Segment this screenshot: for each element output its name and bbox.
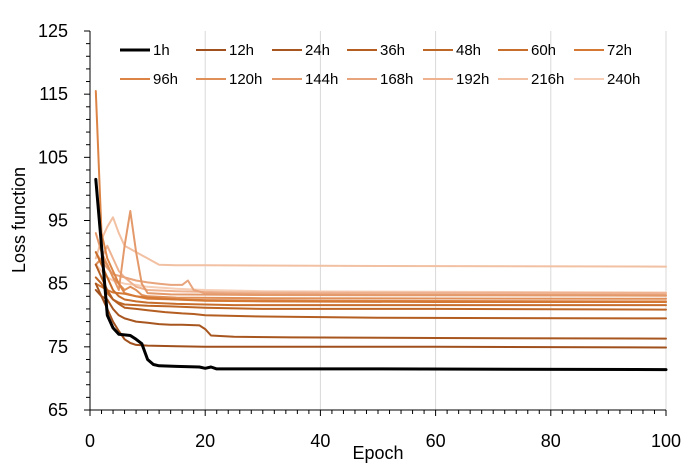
y-tick-label: 105 bbox=[38, 147, 68, 167]
y-tick-label: 125 bbox=[38, 21, 68, 41]
axes bbox=[84, 30, 667, 416]
series-line-96h bbox=[94, 90, 667, 303]
legend-label-12h: 12h bbox=[229, 42, 254, 59]
legend-label-144h: 144h bbox=[305, 71, 338, 88]
y-tick-label: 75 bbox=[48, 337, 68, 357]
y-tick-label: 65 bbox=[48, 400, 68, 420]
series-line-240h bbox=[94, 263, 667, 294]
x-tick-label: 0 bbox=[85, 431, 95, 451]
series-line-48h bbox=[94, 276, 667, 311]
y-tick-label: 95 bbox=[48, 211, 68, 231]
legend-label-72h: 72h bbox=[607, 42, 632, 59]
legend-label-120h: 120h bbox=[229, 71, 262, 88]
series-line-60h bbox=[94, 251, 667, 307]
y-tick-label: 85 bbox=[48, 274, 68, 294]
series-line-120h bbox=[94, 257, 667, 300]
series-line-36h bbox=[94, 263, 667, 320]
series-line-1h bbox=[94, 177, 668, 372]
series-line-192h bbox=[94, 244, 667, 295]
series-line-24h bbox=[94, 282, 667, 340]
tick-labels: 65 75 85 95 105 115 125 0 20 40 60 80 100 bbox=[38, 21, 681, 451]
legend-label-24h: 24h bbox=[305, 42, 330, 59]
legend-label-240h: 240h bbox=[607, 71, 640, 88]
x-axis-title: Epoch bbox=[352, 443, 403, 463]
series-line-216h bbox=[94, 216, 667, 268]
grid-lines bbox=[204, 31, 667, 410]
x-tick-label: 100 bbox=[651, 431, 681, 451]
legend-label-1h: 1h bbox=[153, 42, 170, 59]
legend-label-60h: 60h bbox=[531, 42, 556, 59]
y-tick-label: 115 bbox=[39, 84, 68, 104]
x-tick-label: 20 bbox=[195, 431, 215, 451]
legend-label-96h: 96h bbox=[153, 71, 178, 88]
x-tick-label: 60 bbox=[426, 431, 446, 451]
legend-label-192h: 192h bbox=[456, 71, 489, 88]
legend-label-168h: 168h bbox=[380, 71, 413, 88]
series-lines bbox=[94, 90, 668, 372]
legend-label-36h: 36h bbox=[380, 42, 405, 59]
legend: 1h 12h 24h 36h 48h 60h 72h 96h 120h 144h 168h 192h 2… bbox=[120, 42, 640, 88]
legend-label-216h: 216h bbox=[531, 71, 564, 88]
y-axis-title: Loss function bbox=[9, 167, 29, 273]
x-tick-label: 80 bbox=[541, 431, 561, 451]
legend-label-48h: 48h bbox=[456, 42, 481, 59]
x-tick-label: 40 bbox=[310, 431, 330, 451]
series-line-144h bbox=[94, 210, 667, 297]
